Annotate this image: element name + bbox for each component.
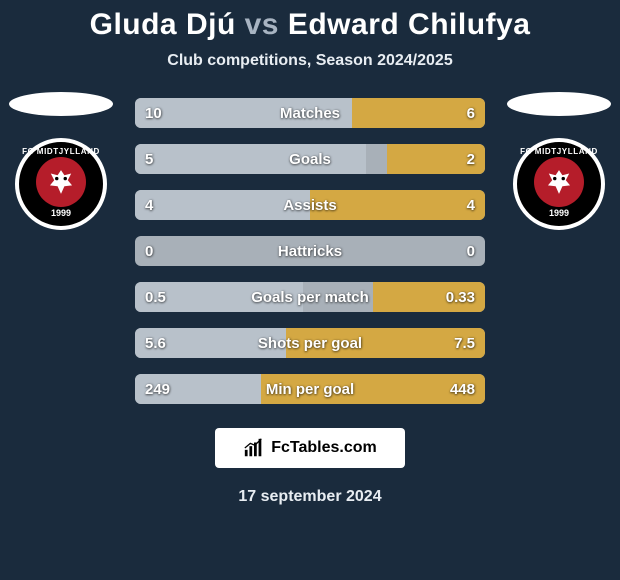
stat-row-fill-left [135,374,261,404]
badge-club-text: FC MIDTJYLLAND [19,147,103,156]
country-ellipse-right [507,92,611,116]
brand-text: FcTables.com [271,439,377,457]
vs-text: vs [245,8,279,41]
stat-row-fill-right [387,144,485,174]
page-title: Gluda Djú vs Edward Chilufya [0,0,620,42]
player-left-name: Gluda Djú [90,8,236,41]
stat-row-fill-right [373,282,485,312]
stat-rows: 106Matches 52Goals 44Assists 00Hattricks 0.5… [135,98,485,404]
stat-row: 52Goals [135,144,485,174]
stat-row: 44Assists [135,190,485,220]
brand-badge: FcTables.com [215,428,405,468]
stat-row: 106Matches [135,98,485,128]
badge-club-text: FC MIDTJYLLAND [517,147,601,156]
badge-year: 1999 [549,208,569,218]
badge-emblem-icon [534,157,584,207]
stat-row-track [135,236,485,266]
club-badge-left: FC MIDTJYLLAND 1999 [15,138,107,230]
brand-chart-icon [243,437,265,459]
badge-year: 1999 [51,208,71,218]
comparison-panel: FC MIDTJYLLAND 1999 FC MIDTJYLLAND 1999 … [0,98,620,404]
stat-row-fill-right [286,328,486,358]
stat-row-fill-left [135,190,310,220]
stat-row: 00Hattricks [135,236,485,266]
stat-row-fill-left [135,144,366,174]
stat-row-fill-left [135,282,303,312]
stat-row-fill-left [135,328,286,358]
club-badge-right: FC MIDTJYLLAND 1999 [513,138,605,230]
stat-row-fill-right [310,190,485,220]
stat-row-fill-right [261,374,485,404]
stat-row: 249448Min per goal [135,374,485,404]
subtitle: Club competitions, Season 2024/2025 [0,52,620,70]
right-side: FC MIDTJYLLAND 1999 [504,92,614,230]
badge-emblem-icon [36,157,86,207]
date-text: 17 september 2024 [0,488,620,506]
stat-row: 0.50.33Goals per match [135,282,485,312]
stat-row: 5.67.5Shots per goal [135,328,485,358]
player-right-name: Edward Chilufya [288,8,531,41]
country-ellipse-left [9,92,113,116]
left-side: FC MIDTJYLLAND 1999 [6,92,116,230]
stat-row-fill-right [352,98,485,128]
stat-row-fill-left [135,98,352,128]
